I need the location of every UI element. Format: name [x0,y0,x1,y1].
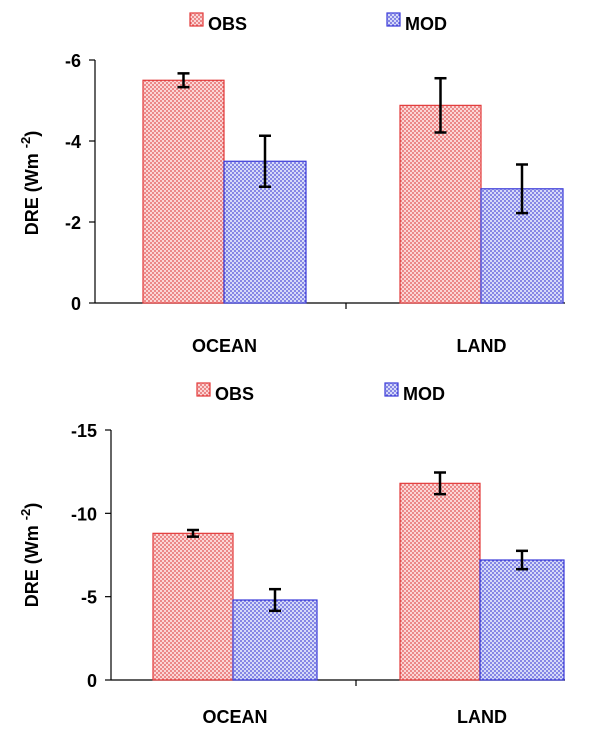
y-axis-label-close: ) [22,131,42,137]
legend-swatch-obs [197,383,210,396]
y-axis-label-superscript: -2 [18,137,33,149]
y-tick-label: -4 [65,132,81,152]
legend-swatch-mod [385,383,398,396]
bar-obs-ocean [143,80,224,303]
category-label-ocean: OCEAN [202,707,267,727]
bar-obs-land [400,483,480,680]
bar-obs-land [400,105,481,303]
legend-label-mod: MOD [403,384,445,404]
chart-panel-1: OBS MOD DRE (Wm -2) 0 -2 -4 -6 OCEAN LAND [18,13,565,356]
y-tick-label: -15 [71,421,97,441]
y-tick-label: -5 [81,588,97,608]
y-axis-label: DRE (Wm -2) [18,503,42,608]
y-tick-label: 0 [87,671,97,691]
chart-panel-2: OBS MOD DRE (Wm -2) 0 -5 -10 -15 OCEAN LAND [18,383,565,727]
y-axis-label-text: DRE (Wm [22,520,42,607]
y-tick-label: -2 [65,213,81,233]
y-axis-label-superscript: -2 [18,509,33,521]
bar-mod-land [480,560,564,680]
y-axis-label: DRE (Wm -2) [18,131,42,236]
legend-label-mod: MOD [405,14,447,34]
y-tick-label: 0 [71,294,81,314]
category-label-land: LAND [457,336,507,356]
legend-label-obs: OBS [208,14,247,34]
y-axis-label-text: DRE (Wm [22,148,42,235]
y-tick-label: -10 [71,504,97,524]
legend-swatch-obs [190,13,203,26]
y-axis-label-close: ) [22,503,42,509]
y-tick-label: -6 [65,51,81,71]
bar-obs-ocean [153,533,233,680]
legend-label-obs: OBS [215,384,254,404]
category-label-land: LAND [457,707,507,727]
category-label-ocean: OCEAN [192,336,257,356]
legend-swatch-mod [387,13,400,26]
